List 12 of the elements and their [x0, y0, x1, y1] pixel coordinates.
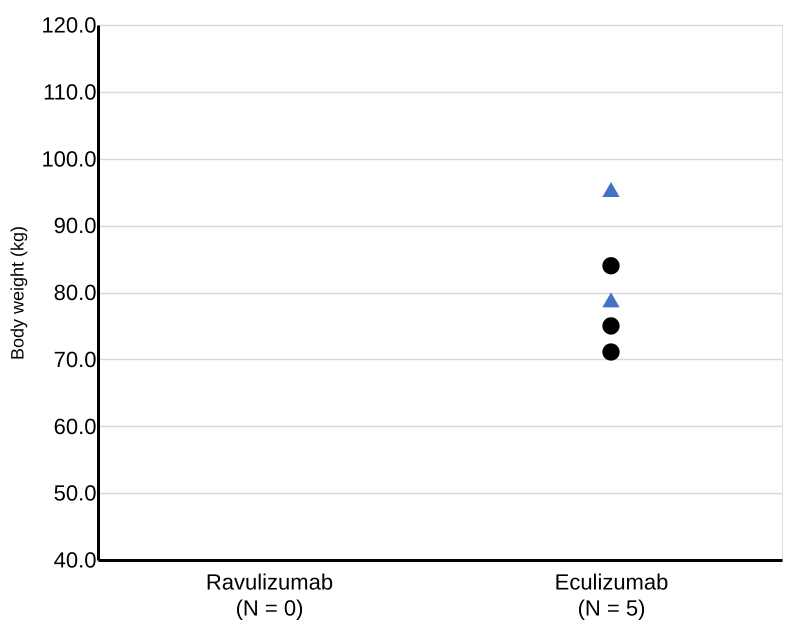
y-tick-label: 80.0 [54, 280, 96, 305]
y-tick-label: 60.0 [54, 414, 96, 439]
x-tick-label: Eculizumab (N = 5) [554, 570, 668, 620]
y-tick-label: 120.0 [41, 12, 96, 38]
y-tick-label: 40.0 [54, 548, 96, 572]
y-tick-label: 70.0 [54, 346, 96, 372]
y-tick-label: 90.0 [54, 213, 96, 238]
y-axis-title: Body weight (kg) [7, 226, 28, 360]
y-tick-label: 110.0 [43, 79, 96, 104]
y-tick-label: 50.0 [54, 480, 96, 506]
y-tick-label: 100.0 [41, 146, 96, 172]
x-tick-label: Ravulizumab (N = 0) [206, 570, 334, 620]
